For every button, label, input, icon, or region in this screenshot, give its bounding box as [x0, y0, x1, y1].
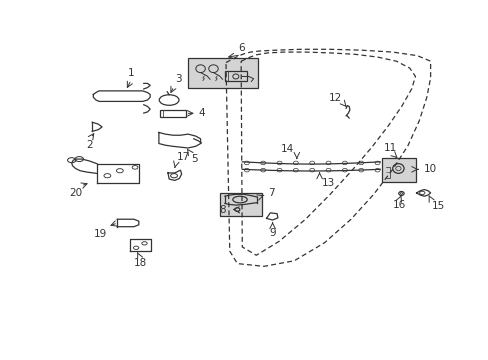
- Text: 20: 20: [70, 188, 82, 198]
- Text: 2: 2: [86, 140, 93, 150]
- Text: 17: 17: [176, 152, 189, 162]
- Text: 19: 19: [94, 229, 107, 239]
- Text: 6: 6: [237, 44, 244, 53]
- Text: 14: 14: [281, 144, 294, 153]
- Text: 15: 15: [431, 201, 444, 211]
- Text: 5: 5: [190, 154, 197, 164]
- Bar: [382, 158, 415, 183]
- Text: 12: 12: [328, 93, 342, 103]
- Text: 18: 18: [134, 258, 147, 268]
- Bar: [224, 72, 246, 81]
- Text: 4: 4: [198, 108, 204, 118]
- Text: 16: 16: [392, 200, 405, 210]
- Text: 7: 7: [267, 188, 274, 198]
- Text: 3: 3: [175, 74, 182, 84]
- Text: 9: 9: [269, 228, 275, 238]
- Text: 11: 11: [384, 143, 397, 153]
- Text: 1: 1: [128, 68, 134, 78]
- Bar: [219, 193, 262, 216]
- Text: 8: 8: [219, 204, 225, 215]
- Text: 10: 10: [423, 164, 436, 174]
- Bar: [188, 58, 258, 87]
- Text: 13: 13: [321, 179, 334, 189]
- Bar: [160, 110, 186, 117]
